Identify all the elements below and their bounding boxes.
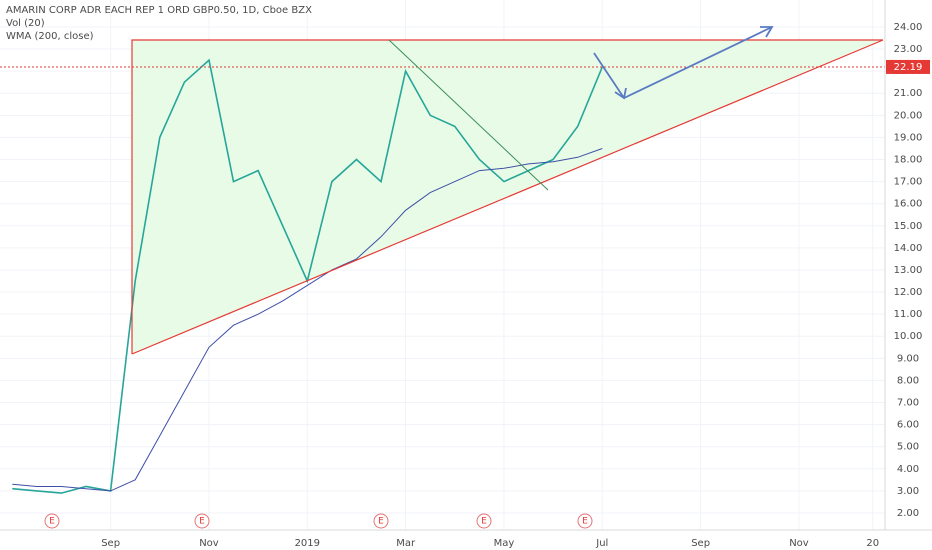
axes: 2.00 3.00 4.00 5.00 6.00 7.00 8.00 9.00 10.00 11.… (44, 22, 930, 549)
y-tick-label: 6.00 (897, 420, 919, 431)
series-line (12, 148, 603, 492)
y-tick-label: 10.00 (894, 331, 923, 342)
earnings-marker (476, 513, 492, 529)
x-tick-label: May (494, 538, 515, 549)
y-tick-label: 19.00 (894, 132, 923, 143)
x-tick-label: Sep (691, 538, 710, 549)
earnings-label: E (199, 517, 205, 527)
y-tick-label: 15.00 (894, 221, 923, 232)
x-tick-label: Nov (199, 538, 219, 549)
y-tick-label: 20.00 (894, 110, 923, 121)
y-tick-label: 4.00 (897, 464, 919, 475)
y-tick-label: 11.00 (894, 309, 923, 320)
y-tick-label: 8.00 (897, 375, 919, 386)
y-tick-label: 24.00 (894, 22, 923, 33)
y-tick-label: 16.00 (894, 199, 923, 210)
earnings-label: E (481, 517, 487, 527)
earnings-label: E (582, 517, 588, 527)
y-tick-label: 23.00 (894, 44, 923, 55)
trend-line (388, 39, 549, 191)
y-tick-label: 12.00 (894, 287, 923, 298)
x-tick-label: 2019 (295, 538, 320, 549)
x-tick-label: Nov (789, 538, 809, 549)
x-tick-label: 20 (866, 538, 879, 549)
earnings-marker (44, 513, 60, 529)
y-tick-label: 13.00 (894, 265, 923, 276)
earnings-marker (194, 513, 210, 529)
arrow-head (614, 87, 627, 100)
y-tick-label: 18.00 (894, 155, 923, 166)
earnings-marker (577, 513, 593, 529)
y-tick-label: 9.00 (897, 353, 919, 364)
indicator-label: Vol (20) (6, 18, 45, 29)
y-tick-label: 3.00 (897, 486, 919, 497)
y-tick-label: 21.00 (894, 88, 923, 99)
triangle-edge (131, 39, 883, 354)
earnings-label: E (378, 517, 384, 527)
x-tick-label: Mar (396, 538, 416, 549)
chart-title: AMARIN CORP ADR EACH REP 1 ORD GBP0.50, … (6, 5, 312, 16)
earnings-marker (373, 513, 389, 529)
indicator-label: WMA (200, close) (6, 31, 94, 42)
arrow-head (760, 26, 774, 38)
y-tick-label: 17.00 (894, 177, 923, 188)
y-tick-label: 5.00 (897, 442, 919, 453)
last-price-label: 22.19 (894, 62, 923, 73)
support-line (131, 39, 884, 355)
x-tick-label: Jul (595, 538, 608, 549)
y-tick-label: 14.00 (894, 243, 923, 254)
earnings-label: E (49, 517, 55, 527)
last-price-box (886, 59, 930, 74)
y-tick-label: 2.00 (897, 508, 919, 519)
x-tick-label: Sep (101, 538, 120, 549)
y-tick-label: 7.00 (897, 398, 919, 409)
